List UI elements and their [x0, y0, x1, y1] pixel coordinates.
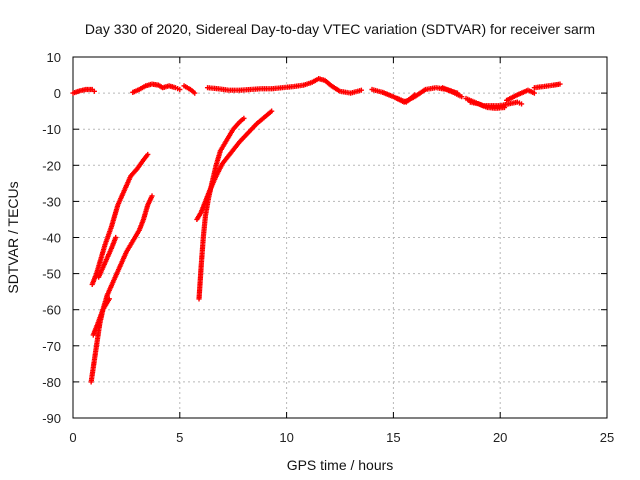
series — [531, 81, 563, 91]
data-points — [70, 76, 563, 385]
series — [467, 99, 508, 111]
series — [90, 296, 112, 338]
data-point — [412, 92, 418, 98]
series — [89, 151, 151, 288]
data-point — [145, 151, 151, 158]
y-tick-label: -10 — [42, 122, 61, 137]
data-point — [358, 87, 364, 93]
axis-ticks: 0 5 10 15 20 25 10 0 -10 -20 -30 -40 -50 -60 -70 -80 -90 — [42, 50, 614, 445]
series — [439, 85, 465, 100]
series — [181, 83, 198, 96]
grid — [73, 57, 607, 418]
series — [88, 193, 155, 385]
data-point — [192, 90, 198, 96]
data-point — [557, 81, 563, 87]
series — [194, 108, 275, 223]
x-tick-label: 0 — [69, 430, 76, 445]
series — [504, 87, 537, 103]
data-point — [149, 193, 155, 199]
data-point — [518, 101, 525, 107]
x-tick-label: 20 — [493, 430, 507, 445]
data-point — [106, 296, 112, 302]
y-tick-label: -60 — [42, 303, 61, 318]
data-point — [531, 90, 537, 96]
y-tick-label: 0 — [54, 86, 61, 101]
data-point — [501, 104, 508, 111]
x-tick-label: 25 — [600, 430, 614, 445]
data-point — [241, 115, 247, 121]
data-point — [113, 234, 119, 241]
series — [96, 234, 119, 280]
y-tick-label: -90 — [42, 411, 61, 426]
y-tick-label: -70 — [42, 339, 61, 354]
x-tick-label: 10 — [279, 430, 293, 445]
data-point — [91, 88, 97, 94]
data-point — [269, 108, 275, 114]
data-point — [459, 94, 465, 100]
y-tick-label: 10 — [47, 50, 61, 65]
x-axis-label: GPS time / hours — [287, 457, 394, 473]
chart-title: Day 330 of 2020, Sidereal Day-to-day VTE… — [85, 21, 595, 37]
series — [204, 76, 364, 96]
x-tick-label: 15 — [386, 430, 400, 445]
y-tick-label: -50 — [42, 267, 61, 282]
y-tick-label: -40 — [42, 231, 61, 246]
series — [70, 86, 97, 96]
series — [130, 81, 183, 95]
y-axis-label: SDTVAR / TECUs — [5, 181, 21, 293]
data-point — [177, 86, 183, 93]
x-tick-label: 5 — [176, 430, 183, 445]
y-tick-label: -30 — [42, 194, 61, 209]
y-tick-label: -80 — [42, 375, 61, 390]
series — [395, 92, 418, 105]
y-tick-label: -20 — [42, 158, 61, 173]
